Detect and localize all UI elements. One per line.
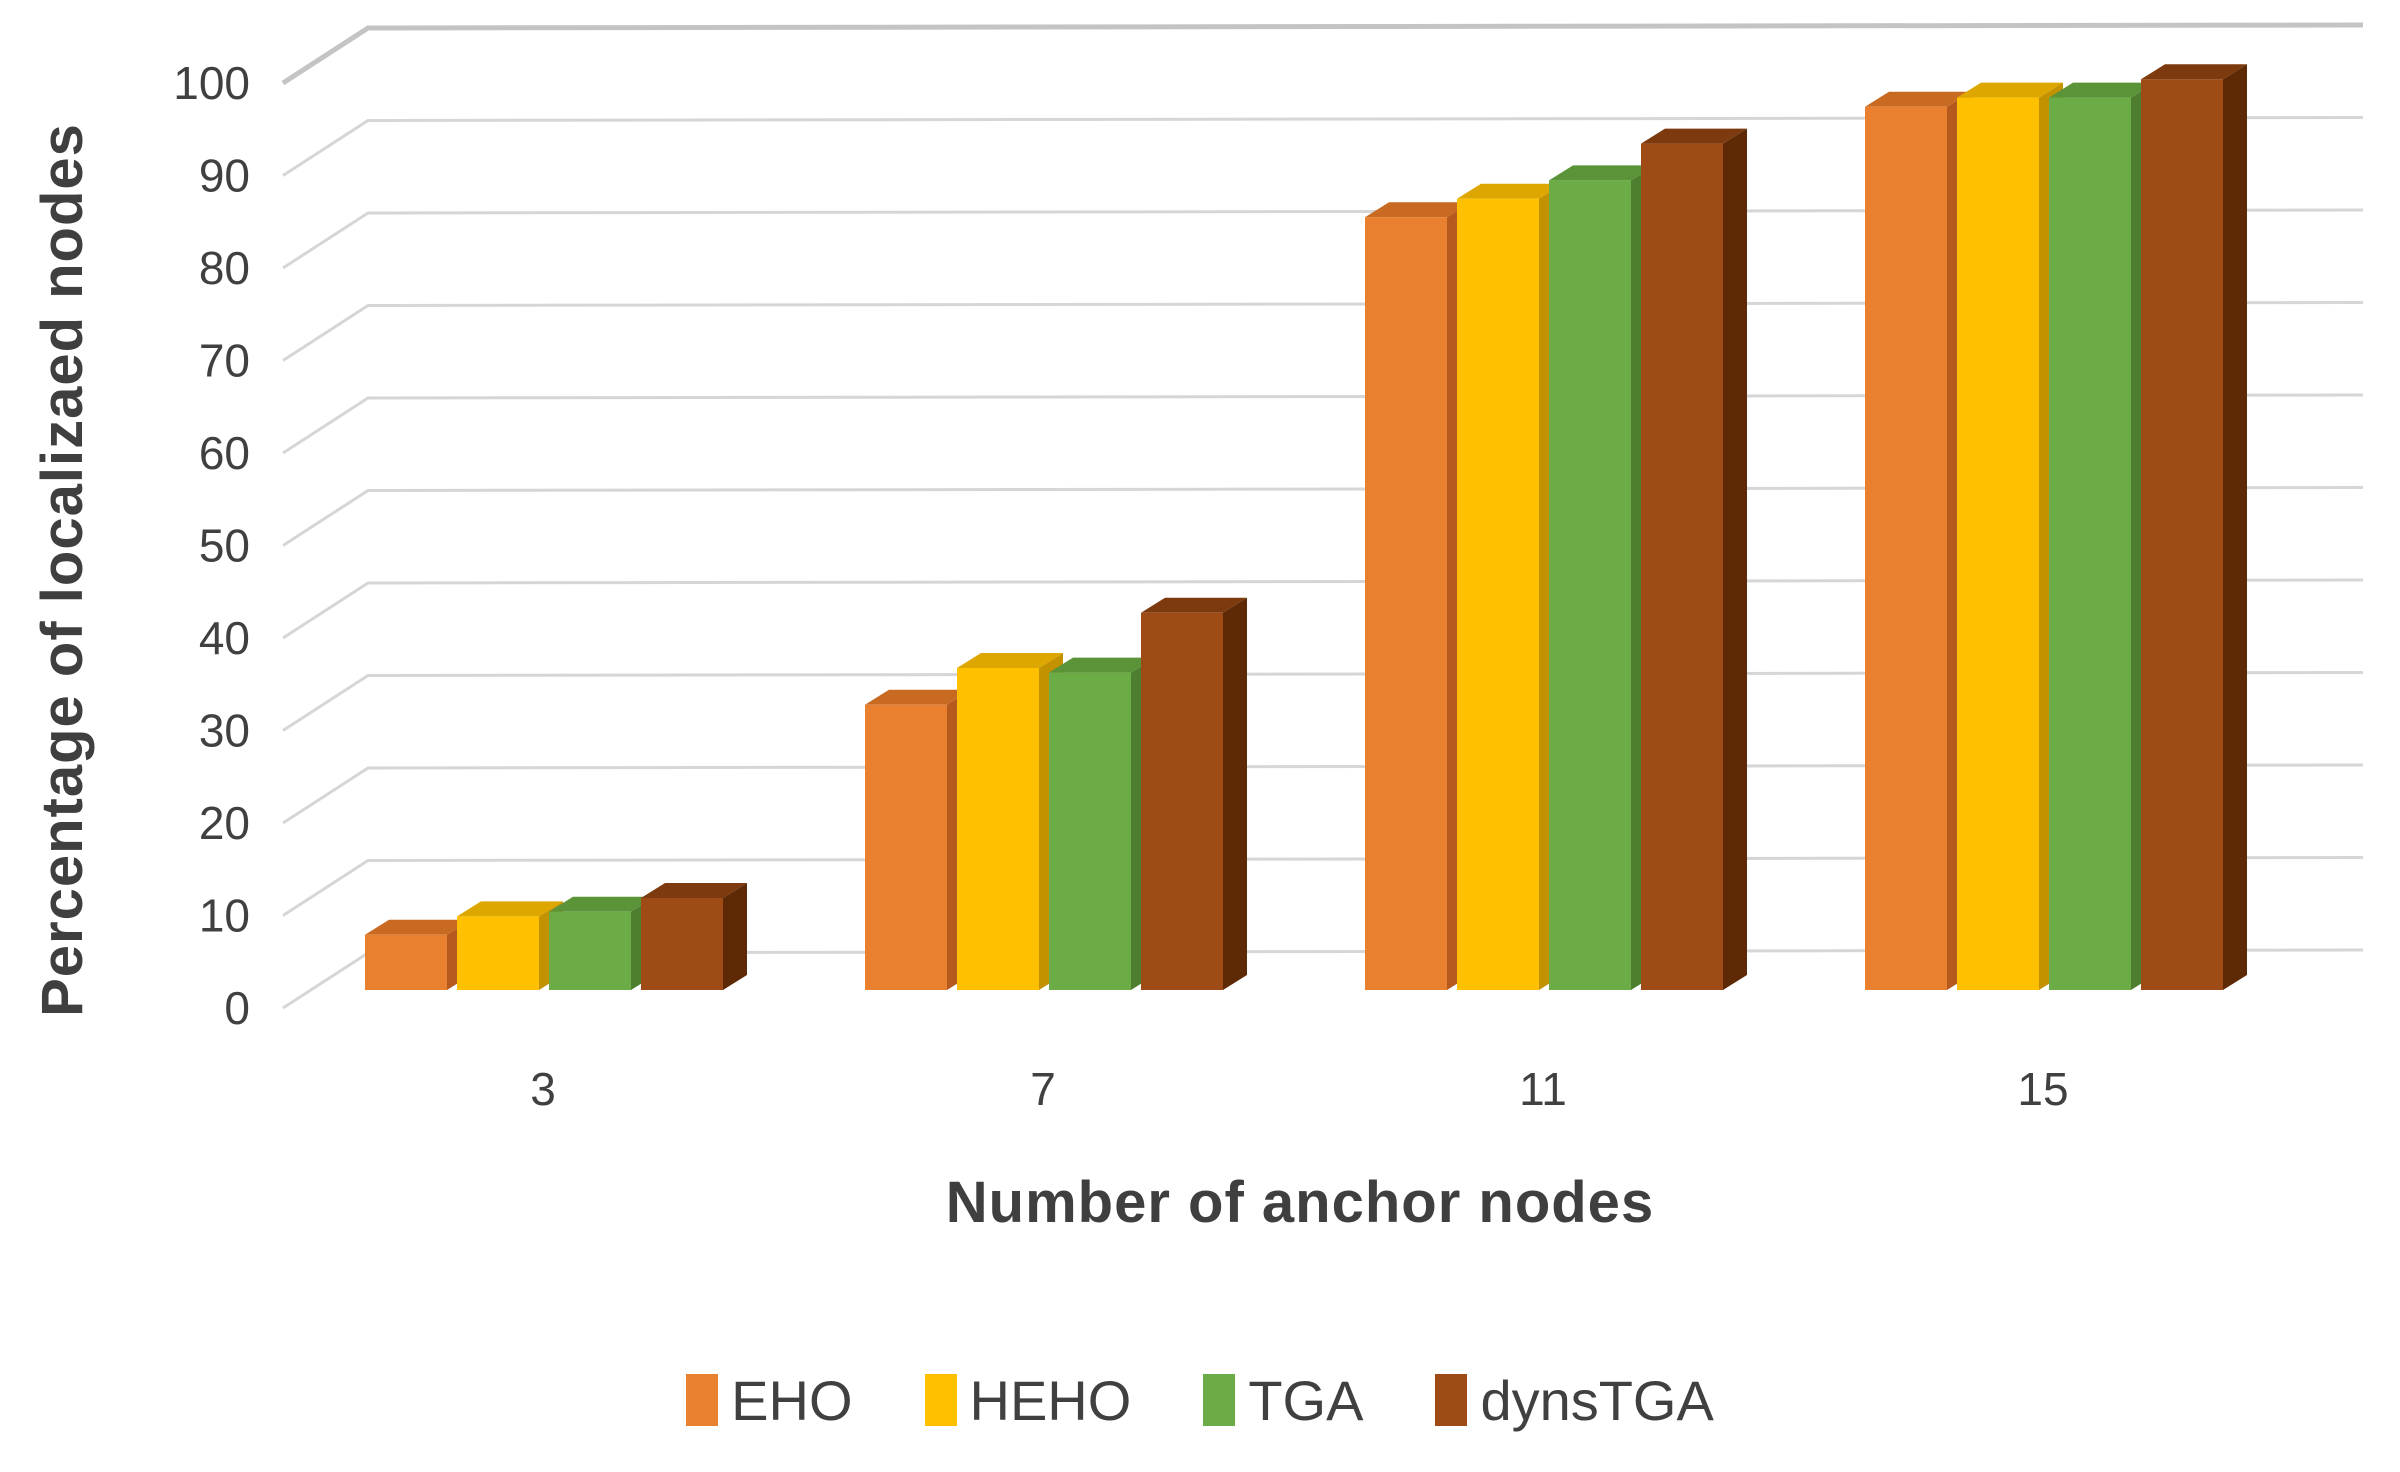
legend: EHO HEHO TGA dynsTGA [0, 1360, 2400, 1440]
bar-HEHO-11 [1457, 183, 1563, 991]
ticks-layer: 0 10 20 30 40 50 60 70 80 90 100 3 7 11 15 [173, 57, 2068, 1115]
bar-side-face [723, 883, 747, 990]
x-tick-15: 15 [2017, 1063, 2068, 1115]
bar-HEHO-15 [1957, 82, 2063, 991]
bar-top-face [457, 901, 563, 917]
bar-front-face [365, 934, 447, 990]
bar-EHO-15 [1865, 91, 1971, 991]
bar-side-face [1223, 597, 1247, 990]
bar-top-face [1365, 202, 1471, 218]
y-tick-90: 90 [199, 150, 250, 202]
bar-front-face [1141, 612, 1223, 990]
y-axis-title: Percentage of localizaed nodes [30, 123, 95, 1017]
bar-top-face [1141, 597, 1247, 613]
bar-top-face [1641, 128, 1747, 144]
y-tick-60: 60 [199, 427, 250, 479]
bar-front-face [457, 916, 539, 990]
y-tick-50: 50 [199, 520, 250, 572]
bar-side-face [2223, 64, 2247, 990]
gridlines-layer [281, 22, 2364, 1010]
legend-label: TGA [1248, 1368, 1364, 1432]
bar-top-face [957, 653, 1063, 668]
bar-top-face [365, 919, 471, 935]
y-tick-10: 10 [199, 890, 250, 942]
bar-front-face [957, 668, 1039, 990]
bar-front-face [1549, 180, 1631, 990]
bar-side-face [1723, 128, 1747, 991]
x-tick-11: 11 [1519, 1063, 1567, 1115]
legend-item-TGA: TGA [1203, 1368, 1363, 1433]
y-tick-20: 20 [199, 797, 250, 849]
legend-label: HEHO [969, 1368, 1132, 1432]
legend-item-HEHO: HEHO [924, 1368, 1132, 1433]
legend-item-EHO: EHO [686, 1368, 853, 1433]
y-tick-80: 80 [199, 242, 250, 294]
bar-top-face [1865, 91, 1971, 107]
bar-TGA-7 [1049, 657, 1155, 990]
legend-swatch-dynsTGA [1435, 1374, 1468, 1426]
y-tick-0: 0 [224, 982, 250, 1034]
bar-front-face [1365, 217, 1447, 990]
bar-EHO-3 [365, 919, 471, 990]
bar-front-face [1957, 97, 2039, 991]
bar-top-face [1957, 82, 2063, 98]
legend-swatch-TGA [1203, 1374, 1236, 1426]
bar-front-face [2141, 79, 2223, 990]
y-tick-40: 40 [199, 612, 250, 664]
bar-top-face [549, 896, 655, 912]
bar-top-face [2141, 64, 2247, 80]
bar-TGA-3 [549, 896, 655, 990]
bar-top-face [1049, 657, 1155, 673]
bar-top-face [641, 883, 747, 898]
bar-EHO-7 [865, 689, 971, 990]
bar-top-face [1549, 165, 1655, 181]
bar-front-face [549, 911, 631, 990]
bar-front-face [1641, 143, 1723, 991]
y-tick-100: 100 [173, 57, 250, 109]
bar-EHO-11 [1365, 202, 1471, 990]
bar-HEHO-7 [957, 653, 1063, 990]
bar-front-face [1865, 106, 1947, 991]
bar-dynsTGA-7 [1141, 597, 1247, 990]
gridline-100 [281, 22, 2364, 86]
y-tick-70: 70 [199, 335, 250, 387]
x-axis-title: Number of anchor nodes [946, 1170, 1654, 1235]
bar-front-face [865, 704, 947, 990]
bar-top-face [2049, 82, 2155, 98]
legend-swatch-EHO [686, 1374, 719, 1426]
legend-label: EHO [731, 1368, 853, 1432]
legend-swatch-HEHO [924, 1374, 957, 1426]
bar-front-face [641, 898, 723, 990]
bar-dynsTGA-3 [641, 883, 747, 990]
y-tick-30: 30 [199, 705, 250, 757]
x-tick-3: 3 [530, 1063, 556, 1115]
bar-TGA-11 [1549, 165, 1655, 990]
bar-dynsTGA-15 [2141, 64, 2247, 990]
bar-top-face [1457, 183, 1563, 199]
x-tick-7: 7 [1030, 1063, 1056, 1115]
gridline-90 [282, 116, 2364, 177]
bar-dynsTGA-11 [1641, 128, 1747, 991]
bar-front-face [1049, 672, 1131, 990]
bars-layer [365, 64, 2247, 991]
bar-top-face [865, 689, 971, 705]
bar-front-face [2049, 97, 2131, 991]
legend-item-dynsTGA: dynsTGA [1435, 1368, 1714, 1433]
bar-TGA-15 [2049, 82, 2155, 991]
bar-front-face [1457, 198, 1539, 991]
legend-label: dynsTGA [1480, 1368, 1714, 1432]
bar-HEHO-3 [457, 901, 563, 990]
